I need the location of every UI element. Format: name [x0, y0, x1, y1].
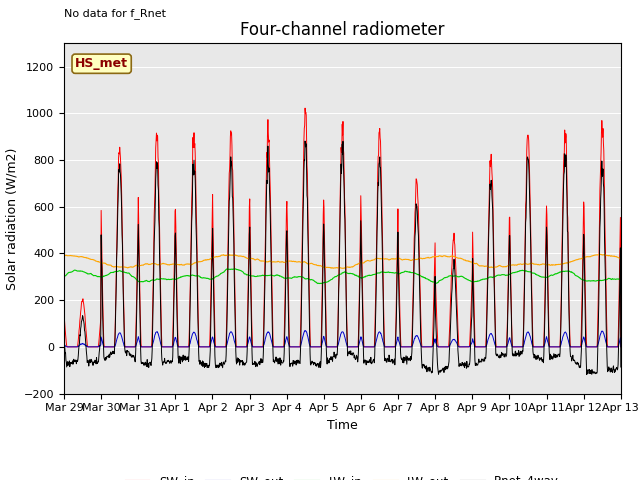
Line: SW_in: SW_in	[64, 108, 621, 347]
Line: LW_in: LW_in	[64, 269, 621, 284]
Line: LW_out: LW_out	[64, 254, 621, 268]
SW_in	[429, 305, 437, 311]
Line: Rnet_4way: Rnet_4way	[64, 141, 621, 374]
SW_out	[63, 344, 71, 350]
SW_out	[429, 341, 437, 347]
LW_out	[502, 264, 509, 270]
SW_in	[184, 344, 192, 350]
LW_out	[429, 254, 437, 260]
LW_out	[60, 252, 68, 258]
LW_out	[617, 256, 625, 262]
Rnet_4way	[583, 372, 591, 377]
SW_in	[502, 344, 510, 350]
Rnet_4way	[301, 138, 309, 144]
LW_in	[617, 276, 625, 282]
LW_in	[224, 266, 232, 272]
Rnet_4way	[184, 357, 191, 362]
SW_in	[301, 105, 309, 111]
SW_out	[60, 341, 68, 347]
Rnet_4way	[617, 364, 625, 370]
LW_in	[246, 273, 254, 278]
LW_out	[184, 261, 191, 267]
SW_out	[184, 344, 192, 350]
SW_in	[617, 344, 625, 350]
SW_out	[617, 344, 625, 350]
Rnet_4way	[170, 282, 178, 288]
LW_out	[551, 262, 559, 268]
SW_out	[301, 328, 309, 334]
LW_in	[502, 272, 510, 278]
LW_in	[184, 273, 191, 278]
LW_out	[170, 261, 178, 267]
Title: Four-channel radiometer: Four-channel radiometer	[240, 21, 445, 39]
SW_in	[60, 312, 68, 318]
LW_in	[318, 281, 326, 287]
LW_out	[340, 265, 348, 271]
Rnet_4way	[60, 334, 68, 339]
LW_in	[429, 279, 437, 285]
LW_out	[246, 256, 254, 262]
Y-axis label: Solar radiation (W/m2): Solar radiation (W/m2)	[5, 147, 18, 289]
LW_in	[552, 271, 559, 277]
SW_in	[171, 244, 179, 250]
SW_out	[171, 336, 179, 342]
SW_in	[63, 344, 71, 350]
Legend: SW_in, SW_out, LW_in, LW_out, Rnet_4way: SW_in, SW_out, LW_in, LW_out, Rnet_4way	[121, 470, 564, 480]
LW_out	[597, 252, 605, 257]
SW_out	[552, 344, 559, 350]
Rnet_4way	[429, 347, 437, 352]
Rnet_4way	[551, 351, 559, 357]
LW_in	[60, 274, 68, 279]
SW_out	[246, 337, 254, 343]
Line: SW_out: SW_out	[64, 331, 621, 347]
Text: No data for f_Rnet: No data for f_Rnet	[64, 8, 166, 19]
SW_out	[502, 344, 510, 350]
LW_in	[170, 276, 178, 282]
SW_in	[246, 249, 254, 254]
Rnet_4way	[246, 250, 254, 256]
X-axis label: Time: Time	[327, 419, 358, 432]
Rnet_4way	[502, 354, 509, 360]
SW_in	[552, 344, 559, 350]
Text: HS_met: HS_met	[75, 57, 128, 70]
